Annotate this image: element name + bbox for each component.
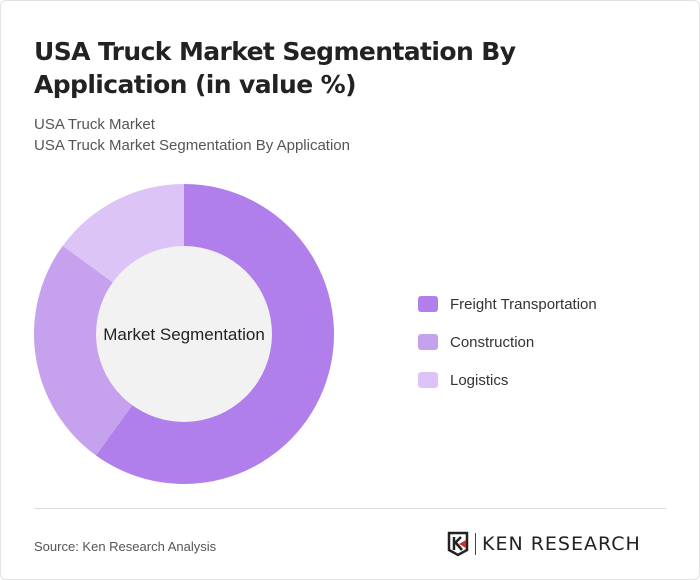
legend-item-logistics[interactable]: Logistics [418,361,597,399]
donut-chart: Market Segmentation [34,184,335,484]
legend: Freight Transportation Construction Logi… [418,285,597,399]
legend-swatch [418,372,438,388]
legend-item-construction[interactable]: Construction [418,323,597,361]
legend-label: Freight Transportation [450,295,597,313]
legend-item-freight[interactable]: Freight Transportation [418,285,597,323]
legend-swatch [418,334,438,350]
subtitle-segmentation: USA Truck Market Segmentation By Applica… [34,137,350,154]
center-label: Market Segmentation [103,325,265,344]
legend-label: Logistics [450,371,509,389]
source-note: Source: Ken Research Analysis [34,539,217,554]
donut-center [96,246,272,422]
chart-title: USA Truck Market Segmentation By Applica… [34,37,516,99]
divider [34,508,666,509]
legend-label: Construction [450,333,535,351]
legend-swatch [418,296,438,312]
logo-text: KEN RESEARCH [482,533,641,555]
ken-logo-icon [447,531,469,557]
subtitle-market: USA Truck Market [34,116,155,133]
ken-research-logo: KEN RESEARCH [447,531,641,557]
